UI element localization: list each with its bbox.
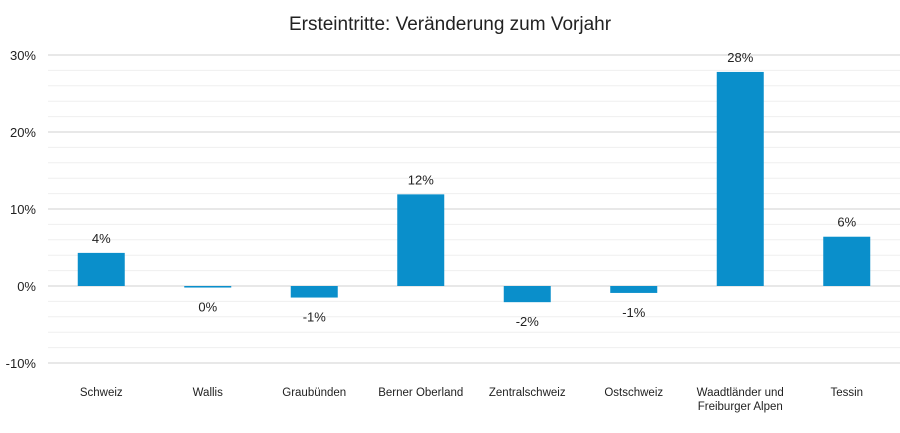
data-label: -1% (622, 305, 646, 320)
chart-title: Ersteintritte: Veränderung zum Vorjahr (288, 14, 612, 35)
bar (716, 71, 764, 286)
x-tick-label: Ostschweiz (604, 387, 663, 399)
x-tick-label: Tessin (830, 387, 863, 399)
y-tick-label: 30% (10, 48, 36, 63)
bar (823, 236, 871, 286)
data-label: -1% (303, 310, 327, 325)
x-tick-label: Schweiz (80, 387, 123, 399)
data-label: 12% (408, 172, 434, 187)
bar (397, 194, 445, 286)
data-label: 6% (837, 215, 856, 230)
bar (290, 286, 338, 298)
x-tick-label: Berner Oberland (378, 387, 463, 399)
y-tick-label: 0% (17, 279, 36, 294)
data-label: 28% (727, 50, 753, 65)
x-tick-label: Graubünden (282, 387, 346, 399)
y-tick-label: 20% (10, 125, 36, 140)
bar (77, 252, 125, 286)
y-tick-label: -10% (6, 356, 37, 371)
bar (503, 286, 551, 303)
y-tick-label: 10% (10, 202, 36, 217)
x-tick-label: Wallis (193, 387, 223, 399)
data-label: 4% (92, 231, 111, 246)
data-label: -2% (516, 314, 540, 329)
x-tick-label: Waadtländer und Freiburger Alpen (697, 387, 784, 413)
bar (610, 286, 658, 293)
bar (184, 286, 232, 288)
x-tick-label: Zentralschweiz (489, 387, 566, 399)
data-label: 0% (198, 300, 217, 315)
